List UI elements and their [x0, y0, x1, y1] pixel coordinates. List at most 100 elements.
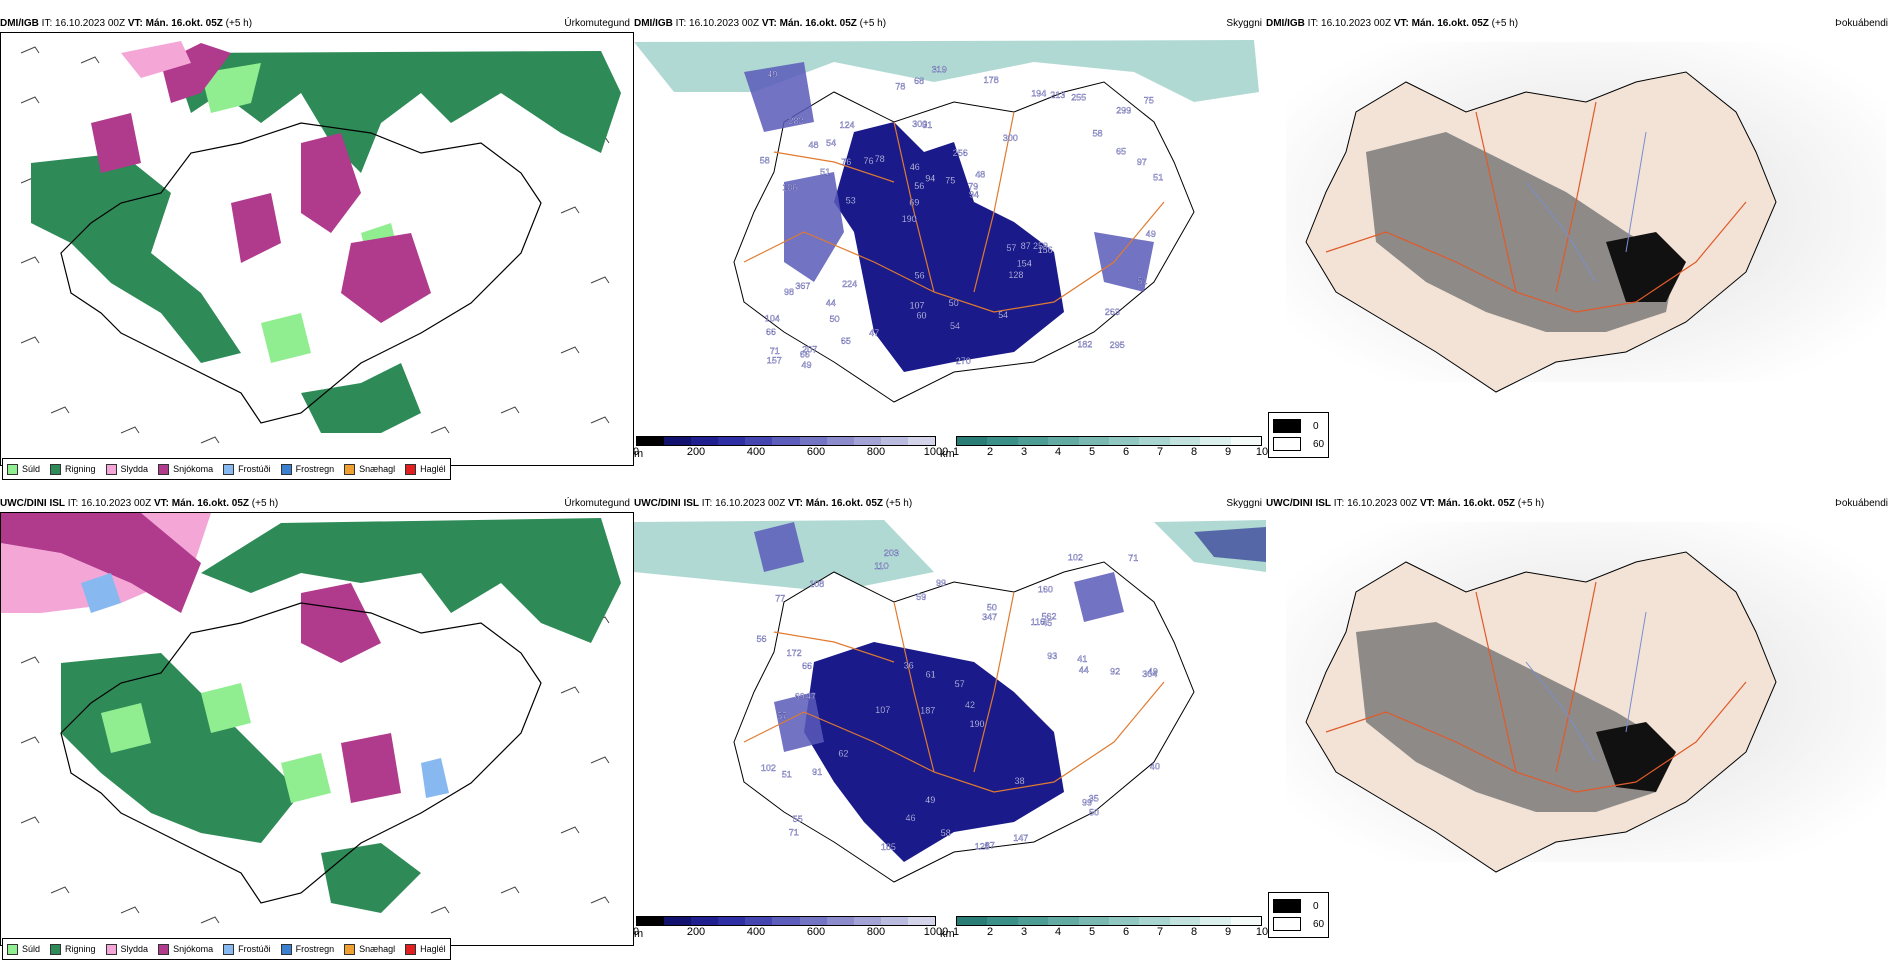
colorbar-swatch [718, 917, 746, 925]
legend-item: Frostúði [223, 463, 271, 475]
colorbar-swatch [772, 917, 800, 925]
visibility-value-label: 48 [975, 170, 985, 180]
roads [1325, 581, 1747, 793]
valid-time: VT: Mán. 16.okt. 05Z [153, 498, 249, 509]
swatch [280, 463, 292, 475]
colorbar-tick-label: 200 [686, 446, 706, 458]
visibility-value-label: 51 [820, 167, 830, 177]
visibility-value-label: 319 [932, 65, 947, 75]
visibility-value-label: 108 [809, 579, 824, 589]
legend-item: Frostúði [223, 943, 271, 955]
swatch [50, 463, 62, 475]
legend-label: Snæhagl [359, 944, 396, 954]
panel-title: Þokuábendi [1835, 18, 1888, 29]
colorbar-swatch [745, 437, 773, 445]
colorbar-swatch [637, 917, 665, 925]
visibility-value-label: 69 [909, 198, 919, 208]
lead-time: (+5 h) [225, 18, 253, 29]
visibility-value-label: 31 [922, 120, 932, 130]
legend-label: Rigning [65, 464, 96, 474]
panel-header: UWC/DINI ISL IT: 16.10.2023 00Z VT: Mán.… [634, 496, 1266, 512]
colorbar-tick-label: 800 [866, 926, 886, 938]
visibility-value-label: 55 [793, 814, 803, 824]
visibility-map-svg [634, 40, 1259, 403]
visibility-value-label: 75 [1144, 95, 1154, 105]
legend-item: Snæhagl [344, 943, 396, 955]
visibility-value-label: 92 [1110, 667, 1120, 677]
visibility-value-label: 45 [1042, 618, 1052, 628]
visibility-value-label: 124 [840, 120, 855, 130]
visibility-value-label: 263 [1105, 307, 1120, 317]
swatch [158, 463, 170, 475]
colorbar-swatch [664, 917, 692, 925]
vis-km-colorbar: 1 2 3 4 5 6 7 8 9 10 [953, 436, 1268, 460]
visibility-value-label: 57 [777, 711, 787, 721]
visibility-value-label: 54 [998, 310, 1008, 320]
init-time: IT: 16.10.2023 00Z [675, 18, 760, 29]
fog-map [1266, 32, 1900, 432]
colorbar-swatch [1048, 917, 1079, 925]
rain-region-2 [31, 153, 241, 363]
init-time: IT: 16.10.2023 00Z [67, 498, 152, 509]
colorbar-swatch [1169, 917, 1201, 925]
colorbar-tick-label: 800 [866, 446, 886, 458]
fog-map-svg [1286, 42, 1886, 393]
swatch [7, 943, 18, 955]
colorbar-swatch [957, 917, 988, 925]
colorbar-tick-label: 600 [806, 926, 826, 938]
legend-label: Snæhagl [359, 464, 396, 474]
source-label: DMI/IGB [1266, 18, 1305, 29]
colorbar-tick-label: 400 [746, 926, 766, 938]
visibility-value-label: 147 [1013, 833, 1028, 843]
visibility-value-label: 42 [965, 700, 975, 710]
legend-label: Snjókoma [173, 944, 214, 954]
swatch [105, 463, 117, 475]
colorbar-swatch [907, 917, 936, 925]
visibility-value-label: 49 [1148, 666, 1158, 676]
visibility-value-label: 125 [975, 842, 990, 852]
precip-map [0, 32, 634, 466]
legend-label: Haglél [420, 464, 446, 474]
colorbar-tick-label: 0 [632, 446, 640, 458]
legend-label: Frostregn [295, 944, 335, 954]
visibility-value-label: 50 [987, 603, 997, 613]
visibility-value-label: 203 [884, 548, 899, 558]
visibility-value-label: 87 [985, 841, 995, 851]
visibility-value-label: 190 [970, 719, 985, 729]
visibility-value-label: 97 [1137, 157, 1147, 167]
visibility-value-label: 49 [925, 795, 935, 805]
visibility-value-label: 56 [757, 634, 767, 644]
swatch [280, 943, 292, 955]
fog-legend-row: 60 [1273, 915, 1324, 933]
colorbar-swatch [987, 917, 1018, 925]
colorbar-swatch [826, 917, 854, 925]
colorbar-tick-label: 6 [1122, 926, 1130, 938]
colorbar-swatch [880, 437, 908, 445]
precip-legend: Súld Rigning Slydda Snjókoma Frostúði Fr… [2, 938, 451, 960]
vis-m-ticks: 0 200 400 600 800 1000 [632, 446, 948, 460]
colorbar-tick-label: 4 [1054, 446, 1062, 458]
visibility-value-label: 58 [941, 828, 951, 838]
colorbar-swatch [799, 917, 827, 925]
visibility-value-label: 41 [1077, 654, 1087, 664]
colorbar-tick-label: 10 [1255, 446, 1269, 458]
visibility-value-label: 58 [1093, 128, 1103, 138]
source-label: DMI/IGB [634, 18, 673, 29]
colorbar-swatch [745, 917, 773, 925]
swatch [50, 943, 62, 955]
visibility-value-label: 182 [1077, 340, 1092, 350]
colorbar-tick-label: 7 [1156, 446, 1164, 458]
swatch [405, 463, 417, 475]
panel-title: Úrkomutegund [564, 18, 630, 29]
colorbar-tick-label: 8 [1190, 446, 1198, 458]
colorbar-swatch [718, 437, 746, 445]
visibility-value-label: 104 [765, 313, 780, 323]
vis-km-unit: km [940, 448, 955, 460]
colorbar-swatch [1017, 437, 1049, 445]
colorbar-swatch [1078, 917, 1110, 925]
colorbar-swatch [826, 437, 854, 445]
source-label: UWC/DINI ISL [634, 498, 699, 509]
precip-map [0, 512, 634, 946]
visibility-value-labels: 203 160 304 187 190 47 77 116 57 347 57 71 110 107 125… [756, 548, 1160, 853]
lead-time: (+5 h) [1491, 18, 1519, 29]
